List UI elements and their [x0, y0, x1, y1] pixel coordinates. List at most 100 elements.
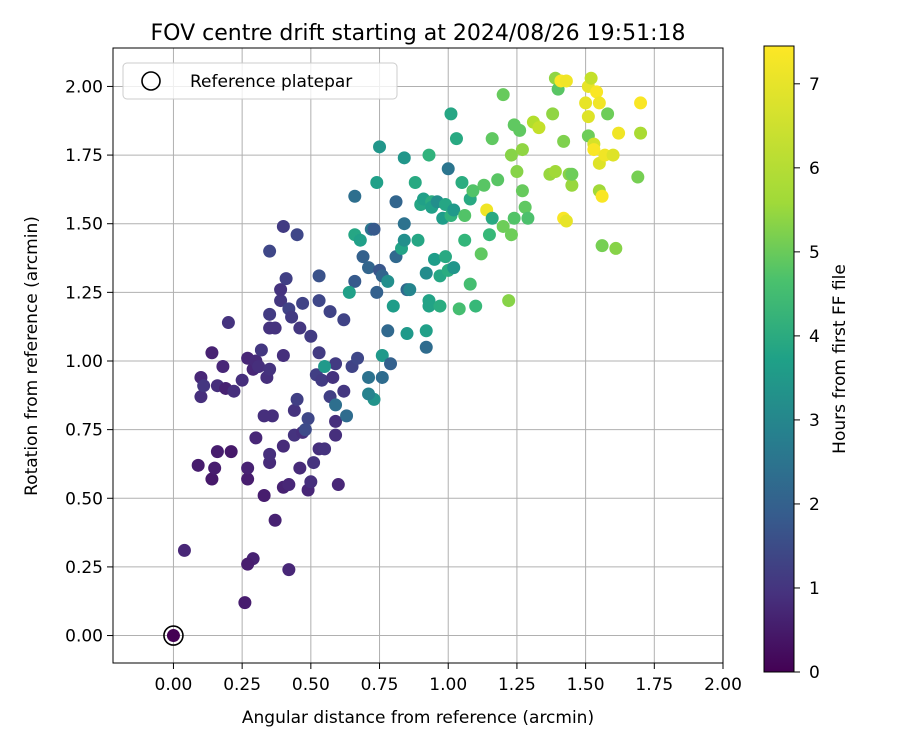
x-axis-label: Angular distance from reference (arcmin) [242, 708, 594, 728]
scatter-point [557, 134, 571, 148]
x-tick-label: 0.75 [361, 675, 399, 695]
y-tick-label: 0.50 [65, 489, 103, 509]
scatter-point [337, 384, 351, 398]
scatter-point [634, 96, 648, 110]
scatter-point [595, 239, 609, 253]
scatter-point [241, 557, 255, 571]
scatter-point [279, 272, 293, 286]
scatter-point [342, 285, 356, 299]
scatter-point [449, 132, 463, 146]
scatter-point [287, 403, 301, 417]
scatter-point [274, 294, 288, 308]
colorbar-ticks: 0 1 2 3 4 5 6 7 [794, 75, 820, 683]
y-tick-label: 0.75 [65, 421, 103, 441]
scatter-point [515, 143, 529, 157]
scatter-point [606, 148, 620, 162]
scatter-point [348, 274, 362, 288]
scatter-point [282, 478, 296, 492]
scatter-point [513, 123, 527, 137]
scatter-point [276, 219, 290, 233]
colorbar-tick-label: 7 [809, 75, 820, 95]
colorbar: 0 1 2 3 4 5 6 7 Hours from first FF file [763, 45, 850, 683]
scatter-point [477, 178, 491, 192]
scatter-point [447, 203, 461, 217]
scatter-point [482, 228, 496, 242]
scatter-point [254, 343, 268, 357]
scatter-point [362, 370, 376, 384]
scatter-point [208, 461, 222, 475]
chart-title: FOV centre drift starting at 2024/08/26 … [151, 21, 686, 46]
scatter-point [329, 357, 343, 371]
colorbar-tick-label: 2 [809, 495, 820, 515]
colorbar-tick-label: 3 [809, 411, 820, 431]
scatter-point [329, 414, 343, 428]
scatter-point [408, 176, 422, 190]
scatter-point [389, 195, 403, 209]
scatter-point [274, 283, 288, 297]
x-tick-label: 1.75 [635, 675, 673, 695]
x-tick-label: 1.00 [429, 675, 467, 695]
colorbar-gradient [763, 45, 795, 673]
scatter-point [521, 211, 535, 225]
scatter-point [205, 346, 219, 360]
scatter-point [252, 359, 266, 373]
legend-entry-reference: Reference platepar [190, 72, 352, 92]
y-tick-label: 0.25 [65, 558, 103, 578]
scatter-point [386, 299, 400, 313]
scatter-point [356, 250, 370, 264]
legend: Reference platepar [122, 62, 398, 100]
scatter-point [340, 409, 354, 423]
plot-area [113, 48, 723, 663]
scatter-point [463, 277, 477, 291]
x-tick-label: 2.00 [704, 675, 742, 695]
scatter-point [241, 472, 255, 486]
plot-frame [112, 47, 724, 664]
scatter-point [559, 74, 573, 88]
scatter-point [485, 132, 499, 146]
legend-marker-reference [141, 71, 161, 91]
scatter-point [419, 324, 433, 338]
scatter-point [276, 439, 290, 453]
scatter-point [438, 250, 452, 264]
scatter-point [458, 208, 472, 222]
scatter-point [326, 370, 340, 384]
scatter-point [257, 409, 271, 423]
scatter-point [447, 261, 461, 275]
y-axis-label: Rotation from reference (arcmin) [22, 216, 42, 496]
scatter-point [224, 445, 238, 459]
scatter-point [384, 357, 398, 371]
scatter-point [565, 167, 579, 181]
reference-point-ring [163, 625, 184, 646]
scatter-point [268, 321, 282, 335]
x-axis: 0.00 0.25 0.50 0.75 1.00 1.25 1.50 1.75 2.00 [155, 663, 742, 695]
scatter-point [235, 373, 249, 387]
scatter-point [304, 329, 318, 343]
colorbar-tick-label: 5 [809, 243, 820, 263]
scatter-point [587, 143, 601, 157]
x-tick-label: 0.00 [155, 675, 193, 695]
y-tick-label: 1.50 [65, 215, 103, 235]
scatter-point [301, 412, 315, 426]
scatter-point [312, 269, 326, 283]
scatter-point [507, 211, 521, 225]
legend-box [122, 62, 398, 100]
scatter-point [331, 478, 345, 492]
scatter-point [318, 359, 332, 373]
scatter-point [323, 305, 337, 319]
scatter-point [276, 349, 290, 362]
scatter-point [504, 148, 518, 162]
scatter-point [422, 148, 436, 162]
scatter-point [579, 96, 593, 110]
scatter-point [400, 327, 414, 341]
scatter-point [194, 390, 208, 404]
scatter-point [397, 217, 411, 231]
y-tick-label: 1.75 [65, 146, 103, 166]
scatter-point [296, 296, 310, 310]
scatter-point [458, 233, 472, 247]
scatter-point [282, 563, 296, 577]
colorbar-label: Hours from first FF file [830, 264, 850, 454]
scatter-point [318, 442, 332, 456]
scatter-point [337, 313, 351, 327]
scatter-point [241, 461, 255, 475]
